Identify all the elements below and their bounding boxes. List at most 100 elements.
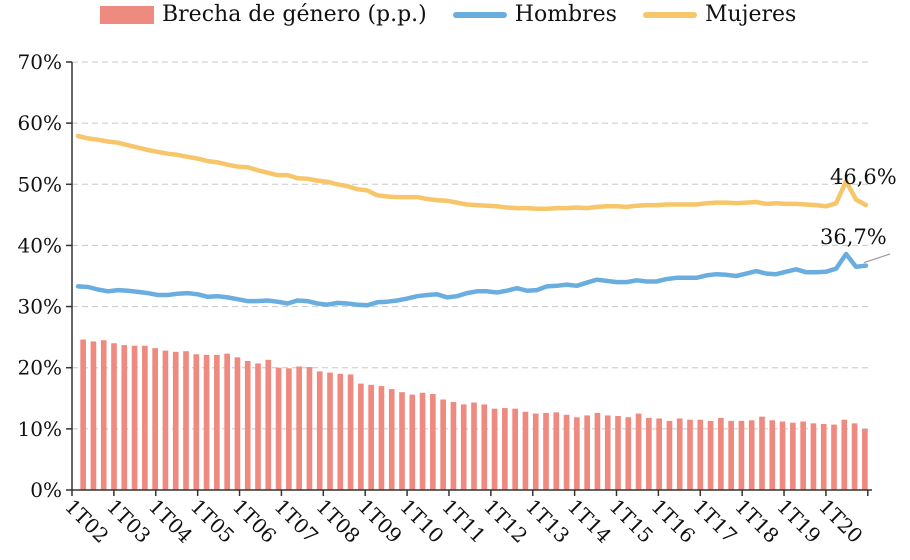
x-tick-label: 1T08 xyxy=(312,494,365,547)
bar xyxy=(841,419,848,490)
bar xyxy=(491,408,498,490)
bar xyxy=(687,419,693,490)
x-tick-label: 1T12 xyxy=(479,494,532,547)
bar xyxy=(388,389,395,490)
bar xyxy=(440,399,446,490)
bar xyxy=(337,373,344,490)
bar xyxy=(481,404,488,490)
bar xyxy=(162,350,169,490)
bar xyxy=(594,412,601,490)
bar xyxy=(604,415,611,490)
bar xyxy=(172,351,179,490)
bar xyxy=(676,418,683,490)
bar xyxy=(563,414,570,490)
x-axis-ticks: 1T021T031T041T051T061T071T081T091T101T11… xyxy=(60,490,869,548)
bar xyxy=(460,404,467,490)
bar xyxy=(512,408,518,490)
bar xyxy=(255,363,261,490)
annotations: 46,6% 36,7% xyxy=(820,165,897,264)
bar xyxy=(831,424,837,490)
bar xyxy=(769,420,776,490)
bar xyxy=(111,343,117,490)
axes xyxy=(71,62,872,491)
gap-bars xyxy=(80,339,868,490)
bar xyxy=(224,353,230,490)
x-tick-label: 1T09 xyxy=(353,494,406,547)
bar xyxy=(275,367,282,490)
legend-swatch-men xyxy=(452,11,507,18)
bar xyxy=(80,339,86,490)
bar xyxy=(553,412,560,490)
bar xyxy=(851,423,858,490)
bar xyxy=(327,372,333,490)
bar xyxy=(790,422,796,490)
x-tick-label: 1T11 xyxy=(437,494,490,547)
bar xyxy=(90,341,97,490)
bar xyxy=(286,368,292,490)
legend-swatch-women xyxy=(642,11,697,18)
y-axis-ticks: 0% 10% 20% 30% 40% 50% 60% 70% xyxy=(18,50,72,502)
bar xyxy=(543,412,549,490)
legend-item-women[interactable]: Mujeres xyxy=(642,2,796,27)
bar xyxy=(265,359,272,490)
x-tick-label: 1T14 xyxy=(563,494,616,547)
bar xyxy=(316,371,323,490)
y-tick-label: 30% xyxy=(18,295,62,319)
y-tick-label: 0% xyxy=(30,478,62,502)
bar xyxy=(430,394,436,490)
bar xyxy=(656,418,662,490)
bar xyxy=(635,413,642,490)
bar xyxy=(532,413,539,490)
bar xyxy=(419,392,426,490)
x-tick-label: 1T04 xyxy=(144,494,197,547)
bar xyxy=(450,401,457,490)
bar xyxy=(862,428,868,490)
y-tick-label: 70% xyxy=(18,50,62,74)
bar xyxy=(574,417,580,490)
bar xyxy=(697,419,704,490)
x-tick-label: 1T20 xyxy=(814,494,867,547)
x-tick-label: 1T17 xyxy=(689,494,742,547)
y-tick-label: 60% xyxy=(18,111,62,135)
bar xyxy=(296,366,302,490)
bar xyxy=(131,345,138,490)
bar xyxy=(779,421,786,490)
x-tick-label: 1T05 xyxy=(186,494,239,547)
bar xyxy=(810,423,817,490)
bar xyxy=(718,417,724,490)
x-tick-label: 1T02 xyxy=(60,494,113,547)
legend-swatch-gap xyxy=(100,5,154,24)
bar xyxy=(625,417,632,490)
legend-item-gap[interactable]: Brecha de género (p.p.) xyxy=(100,2,427,27)
series-line-women xyxy=(75,133,869,211)
bar xyxy=(234,357,241,490)
legend-label-gap: Brecha de género (p.p.) xyxy=(162,2,427,27)
series-lines xyxy=(75,133,869,308)
bar xyxy=(707,420,714,490)
legend: Brecha de género (p.p.) Hombres Mujeres xyxy=(100,2,822,27)
bar xyxy=(666,420,673,490)
grid-lines xyxy=(72,61,872,430)
bar xyxy=(409,394,416,490)
annotation-women: 46,6% xyxy=(830,165,897,189)
bar xyxy=(121,345,128,490)
legend-label-men: Hombres xyxy=(514,2,617,27)
legend-item-men[interactable]: Hombres xyxy=(452,2,617,27)
x-tick-label: 1T15 xyxy=(605,494,658,547)
bar xyxy=(203,354,210,490)
bar xyxy=(347,374,354,490)
series-line-men xyxy=(75,251,869,308)
bar xyxy=(193,354,200,490)
y-tick-label: 10% xyxy=(18,417,62,441)
y-tick-label: 50% xyxy=(18,172,62,196)
bar xyxy=(244,360,251,490)
bar xyxy=(183,351,189,490)
bar xyxy=(522,411,529,490)
y-tick-label: 40% xyxy=(18,233,62,257)
bar xyxy=(646,417,652,490)
bar xyxy=(471,402,477,490)
annotation-leader-men xyxy=(863,253,891,264)
bar xyxy=(728,420,734,490)
x-tick-label: 1T16 xyxy=(647,494,700,547)
